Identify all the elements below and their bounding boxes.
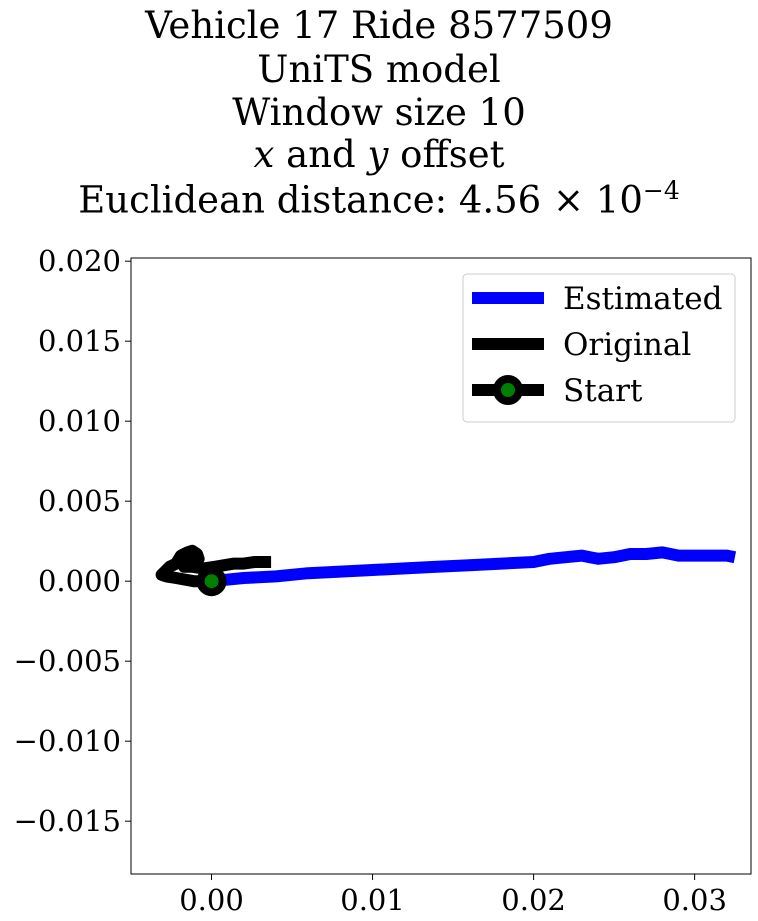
title-offset-rest: offset xyxy=(388,133,505,176)
x-tick-label: 0.00 xyxy=(179,883,244,917)
title-distance-times: × xyxy=(553,178,585,222)
chart-title-line-2: UniTS model xyxy=(257,48,501,91)
legend-marker-start xyxy=(493,375,523,405)
chart-title-line-4: x and y offset xyxy=(0,133,758,176)
legend-label-estimated: Estimated xyxy=(563,281,722,317)
legend-label-start: Start xyxy=(563,373,643,409)
title-distance-mantissa: 4.56 xyxy=(458,178,542,222)
y-tick-label: 0.000 xyxy=(38,564,121,598)
title-offset-x: x xyxy=(253,133,275,176)
title-distance-base: 10 xyxy=(595,178,643,222)
x-tick-label: 0.01 xyxy=(340,883,405,917)
y-tick-label: −0.005 xyxy=(14,644,121,678)
title-offset-y: y xyxy=(367,133,389,176)
series-line-original xyxy=(155,544,272,588)
x-tick-label: 0.03 xyxy=(662,883,727,917)
y-tick-label: −0.010 xyxy=(14,724,121,758)
y-tick-label: 0.020 xyxy=(38,244,121,278)
title-offset-and: and xyxy=(274,133,368,176)
y-tick-label: 0.010 xyxy=(38,404,121,438)
plot-frame xyxy=(130,257,752,875)
title-distance-exponent: −4 xyxy=(642,176,680,205)
chart-title-line-5: Euclidean distance: 4.56 × 10−4 xyxy=(0,176,758,221)
chart-title-line-1: Vehicle 17 Ride 8577509 xyxy=(145,4,613,47)
legend-label-original: Original xyxy=(563,327,691,363)
y-tick-label: 0.015 xyxy=(38,324,121,358)
x-tick-label: 0.02 xyxy=(501,883,566,917)
title-distance-label: Euclidean distance: xyxy=(78,178,459,222)
series-line-estimated xyxy=(210,546,737,588)
start-point-marker xyxy=(196,566,227,597)
y-tick-label: 0.005 xyxy=(38,484,121,518)
chart-title-line-3: Window size 10 xyxy=(232,91,526,134)
y-tick-label: −0.015 xyxy=(14,804,121,838)
